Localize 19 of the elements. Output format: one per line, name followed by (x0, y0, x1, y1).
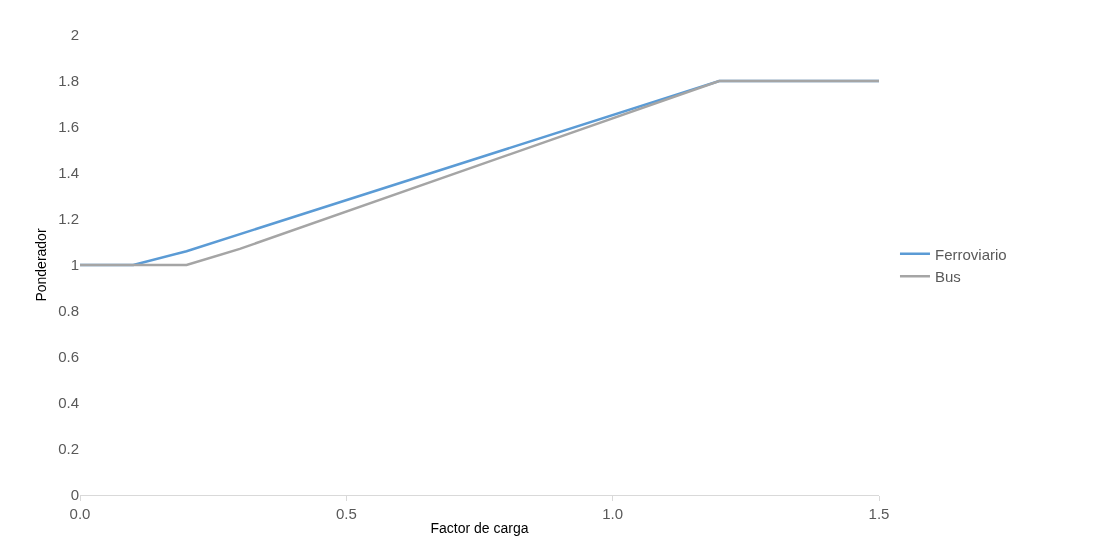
y-tick-label: 0.6 (58, 348, 79, 366)
y-tick-label: 0.8 (58, 302, 79, 320)
y-tick-label: 0.4 (58, 394, 79, 412)
legend-label: Bus (934, 268, 961, 286)
y-tick-label: 1.4 (58, 164, 79, 182)
x-tick-label: 0.0 (69, 505, 91, 522)
y-tick-label: 1.2 (58, 210, 79, 228)
y-axis-title: Ponderador (32, 228, 49, 302)
y-tick-label: 2 (70, 26, 79, 44)
y-tick-label: 1 (70, 256, 79, 274)
y-tick-label: 1.6 (58, 118, 79, 136)
legend-label: Ferroviario (934, 245, 1007, 263)
y-tick-label: 1.8 (58, 72, 79, 90)
x-tick-label: 1.0 (602, 505, 624, 522)
y-tick-label: 0 (70, 486, 79, 504)
x-tick-label: 1.5 (868, 505, 890, 522)
x-tick-label: 0.5 (335, 505, 357, 522)
y-tick-label: 0.2 (58, 440, 79, 458)
x-axis-title: Factor de carga (430, 520, 529, 537)
